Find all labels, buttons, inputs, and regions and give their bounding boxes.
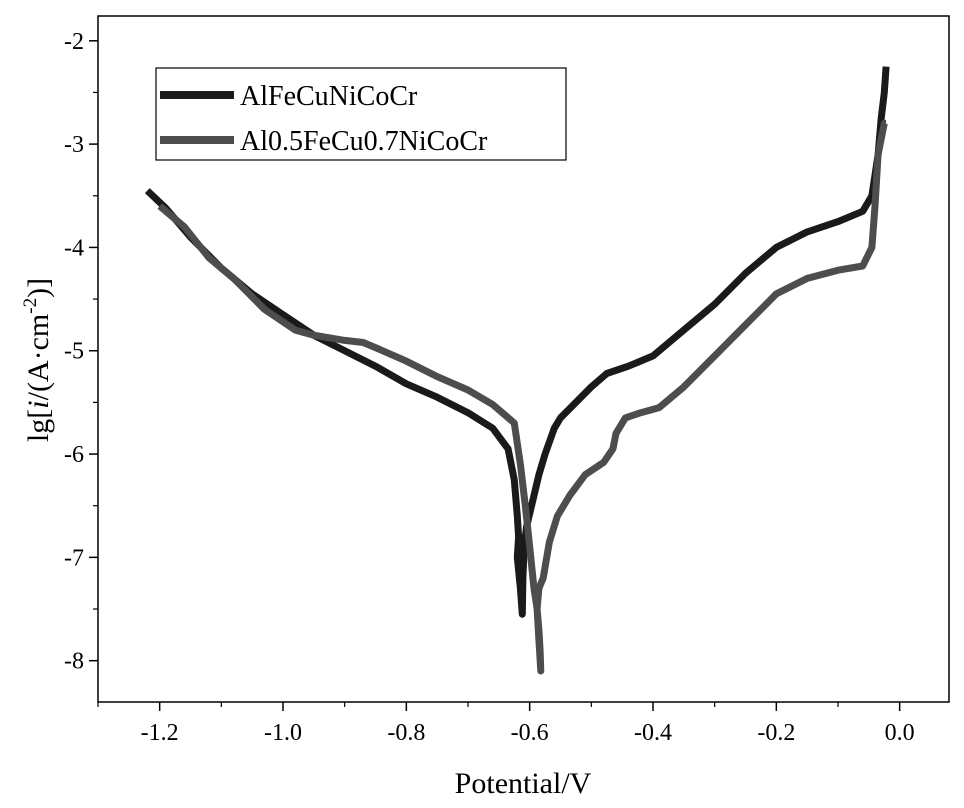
x-axis-ticks: -1.2 -1.0 -0.8 -0.6 -0.4 -0.2 0.0 bbox=[97, 702, 915, 746]
y-tick-label: -5 bbox=[64, 339, 84, 365]
y-axis-title-prefix: lg[ bbox=[22, 409, 55, 442]
x-tick-label: -0.2 bbox=[757, 720, 795, 746]
x-tick-label: -0.8 bbox=[387, 720, 425, 746]
y-axis-ticks: -2 -3 -4 -5 -6 -7 -8 bbox=[64, 29, 98, 675]
series-layer bbox=[144, 66, 890, 675]
plot-frame bbox=[97, 15, 950, 703]
legend-label-series-1: AlFeCuNiCoCr bbox=[240, 81, 418, 112]
y-tick-label: -2 bbox=[64, 29, 84, 55]
y-axis-title-exponent: -2 bbox=[20, 298, 41, 314]
y-tick-label: -4 bbox=[64, 235, 84, 261]
legend: AlFeCuNiCoCr Al0.5FeCu0.7NiCoCr bbox=[155, 67, 567, 161]
y-tick-label: -3 bbox=[64, 132, 84, 158]
x-axis-title: Potential/V bbox=[455, 767, 592, 800]
x-tick-label: -1.2 bbox=[141, 720, 179, 746]
x-tick-label: -0.4 bbox=[634, 720, 672, 746]
y-axis-title-symbol: i bbox=[22, 400, 55, 408]
x-tick-label: -0.6 bbox=[511, 720, 549, 746]
y-axis-title-suffix: )] bbox=[22, 278, 55, 298]
y-tick-label: -8 bbox=[64, 649, 84, 675]
y-axis-title: lg[i/(A·cm-2)] bbox=[20, 278, 55, 442]
legend-box bbox=[155, 67, 567, 161]
series-line-2 bbox=[157, 119, 888, 675]
y-axis-title-unit: /(A·cm bbox=[22, 314, 55, 401]
legend-label-series-2: Al0.5FeCu0.7NiCoCr bbox=[240, 126, 488, 157]
x-tick-label: -1.0 bbox=[264, 720, 302, 746]
y-tick-label: -6 bbox=[64, 442, 84, 468]
y-tick-label: -7 bbox=[64, 545, 84, 571]
x-tick-label: 0.0 bbox=[885, 720, 915, 746]
